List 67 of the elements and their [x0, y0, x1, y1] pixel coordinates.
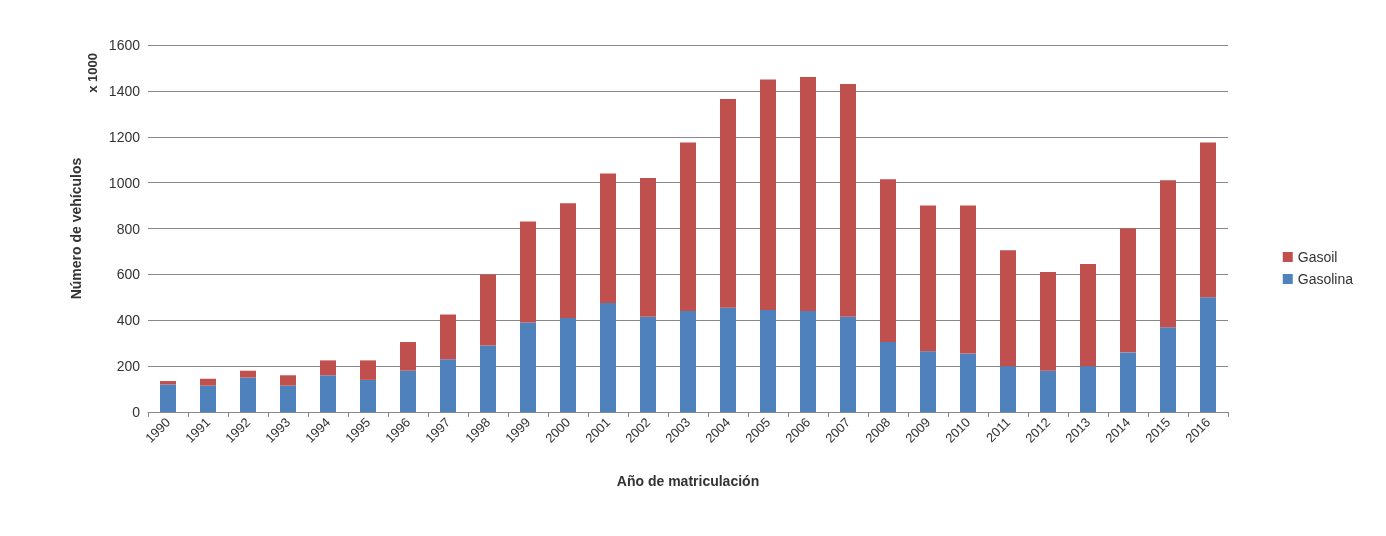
- y-tick-label: 800: [116, 220, 141, 237]
- bar: [560, 203, 576, 318]
- bar: [520, 322, 536, 412]
- bar: [800, 311, 816, 412]
- bar: [880, 342, 896, 412]
- bar: [640, 178, 656, 317]
- bar: [200, 378, 216, 386]
- x-axis-title: Año de matriculación: [616, 473, 760, 489]
- bar: [720, 307, 736, 412]
- bar: [360, 379, 376, 412]
- legend-label: Gasolina: [1297, 271, 1354, 287]
- bar: [480, 345, 496, 412]
- bar: [1000, 366, 1016, 412]
- bar: [1200, 142, 1216, 298]
- bar: [840, 83, 856, 317]
- legend-label: Gasoil: [1297, 249, 1338, 265]
- bar: [600, 303, 616, 412]
- bar: [640, 316, 656, 412]
- bar: [360, 360, 376, 380]
- y-tick-label: 1000: [108, 174, 141, 191]
- bar: [1080, 366, 1096, 412]
- bar: [960, 353, 976, 412]
- bar: [1040, 370, 1056, 412]
- bar: [720, 98, 736, 308]
- y-tick-label: 0: [132, 404, 141, 420]
- y-tick-label: 1200: [108, 128, 141, 145]
- bar: [440, 314, 456, 360]
- bar: [880, 179, 896, 343]
- bar: [560, 317, 576, 412]
- bar: [960, 205, 976, 354]
- bar: [840, 316, 856, 412]
- bar: [400, 342, 416, 371]
- bar: [520, 221, 536, 323]
- y-tick-label: 200: [116, 358, 141, 375]
- y-tick-label: 400: [116, 312, 141, 329]
- bar: [920, 205, 936, 352]
- bar: [800, 77, 816, 312]
- bar: [680, 142, 696, 312]
- text: x 1000: [85, 53, 100, 93]
- bar: [400, 370, 416, 412]
- bar: [280, 385, 296, 412]
- bar: [1120, 228, 1136, 353]
- bar: [1040, 272, 1056, 371]
- y-tick-label: 1600: [108, 37, 141, 53]
- bar: [160, 384, 176, 412]
- bar: [320, 375, 336, 412]
- bar: [1080, 264, 1096, 367]
- bar: [1000, 250, 1016, 367]
- bar: [480, 274, 496, 346]
- bar: [320, 360, 336, 376]
- y-tick-label: 1400: [108, 82, 141, 99]
- bar: [280, 375, 296, 386]
- bar: [240, 370, 256, 378]
- bar: [600, 173, 616, 304]
- y-axis-title: Número de vehículos: [68, 157, 84, 300]
- bar: [760, 79, 776, 310]
- y-tick-label: 600: [116, 266, 141, 283]
- bar: [760, 309, 776, 412]
- bar: [1160, 180, 1176, 328]
- bar: [240, 377, 256, 412]
- bar: [440, 359, 456, 412]
- bar: [1160, 327, 1176, 412]
- bar: [680, 311, 696, 412]
- bar: [1200, 297, 1216, 412]
- bar: [1120, 352, 1136, 412]
- bar: [200, 385, 216, 412]
- bar: [920, 351, 936, 412]
